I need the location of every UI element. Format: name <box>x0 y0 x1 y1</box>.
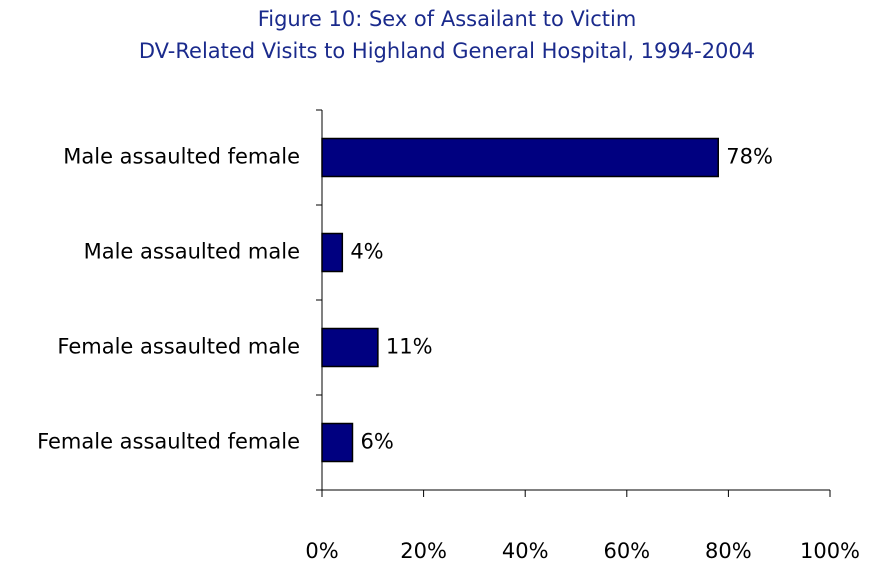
bar <box>321 422 354 463</box>
x-tick-label: 100% <box>800 539 860 562</box>
value-label: 6% <box>360 430 393 454</box>
bar <box>321 137 719 178</box>
value-label: 78% <box>726 145 773 169</box>
x-tick-label: 80% <box>705 539 752 562</box>
value-label: 4% <box>350 240 383 264</box>
chart-subtitle: DV-Related Visits to Highland General Ho… <box>139 39 755 63</box>
y-tick-label: Male assaulted female <box>63 145 300 169</box>
x-tick-label: 20% <box>400 539 447 562</box>
x-tick-label: 40% <box>502 539 549 562</box>
x-tick-label: 0% <box>305 539 338 562</box>
value-label: 11% <box>386 335 433 359</box>
y-tick-label: Male assaulted male <box>84 240 300 264</box>
x-tick-label: 60% <box>603 539 650 562</box>
chart-title: Figure 10: Sex of Assailant to Victim <box>258 7 637 31</box>
y-tick-label: Female assaulted male <box>57 335 300 359</box>
bar <box>321 232 344 273</box>
y-tick-label: Female assaulted female <box>37 430 300 454</box>
bar <box>321 327 379 368</box>
